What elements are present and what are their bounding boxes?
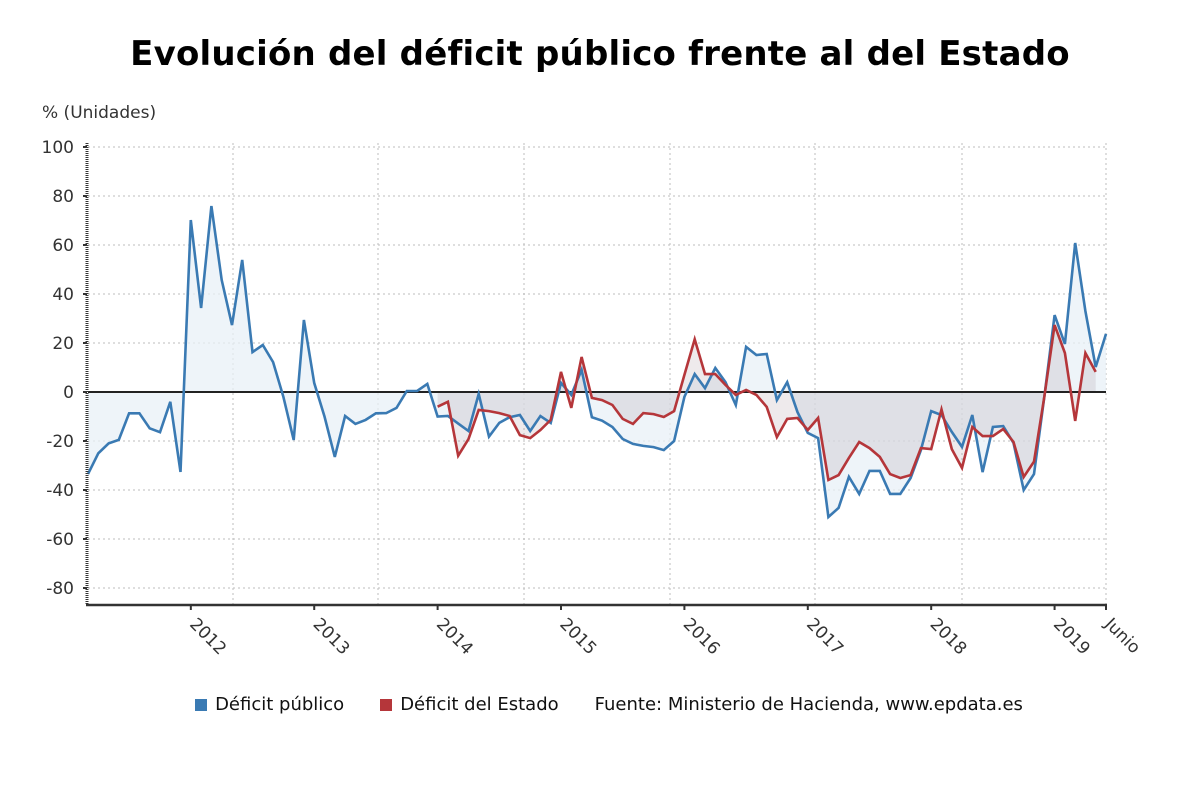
x-tick-label: 2012 bbox=[185, 614, 230, 659]
axes bbox=[85, 143, 1107, 607]
y-tick-label: -60 bbox=[46, 530, 74, 550]
x-tick-label: 2016 bbox=[679, 614, 724, 659]
y-tick-label: -40 bbox=[46, 481, 74, 501]
y-axis-unit-label: % (Unidades) bbox=[42, 103, 157, 123]
x-tick-label: 2013 bbox=[309, 614, 354, 659]
line-deficit-publico bbox=[86, 205, 1108, 520]
area-fill-deficit-publico bbox=[88, 206, 1106, 517]
y-tick-label: -20 bbox=[46, 432, 74, 452]
series-lines bbox=[86, 205, 1108, 520]
chart-title: Evolución del déficit público frente al … bbox=[130, 34, 1070, 74]
line-deficit-estado bbox=[437, 324, 1097, 482]
area-fills bbox=[88, 206, 1106, 517]
x-tick-label: 2018 bbox=[926, 614, 971, 659]
x-tick-label: 2019 bbox=[1049, 614, 1094, 659]
x-tick-label: 2015 bbox=[555, 614, 600, 659]
x-tick-label: Junio bbox=[1100, 614, 1144, 658]
y-tick-label: 80 bbox=[52, 187, 74, 207]
y-tick-label: 100 bbox=[42, 138, 74, 158]
x-tick-label: 2017 bbox=[802, 614, 847, 659]
legend-swatch-blue bbox=[195, 698, 208, 711]
area-fill-deficit-estado bbox=[437, 325, 1096, 480]
legend: Déficit público Déficit del Estado Fuent… bbox=[0, 694, 1200, 715]
x-tick-label: 2014 bbox=[432, 614, 477, 659]
legend-swatch-red bbox=[380, 698, 393, 711]
x-tick-labels: 2012 2013 2014 2015 2016 2017 2018 2019 Junio bbox=[185, 605, 1144, 659]
y-tick-label: 0 bbox=[63, 383, 74, 403]
legend-item-deficit-publico[interactable]: Déficit público bbox=[195, 694, 344, 715]
y-tick-label: -80 bbox=[46, 579, 74, 599]
source-note: Fuente: Ministerio de Hacienda, www.epda… bbox=[594, 694, 1023, 715]
y-tick-label: 20 bbox=[52, 334, 74, 354]
legend-label: Déficit del Estado bbox=[400, 694, 559, 715]
y-tick-label: 60 bbox=[52, 236, 74, 256]
y-tick-labels: 100 80 60 40 20 0 -20 -40 -60 -80 bbox=[42, 138, 87, 599]
legend-label: Déficit público bbox=[215, 694, 345, 715]
y-tick-label: 40 bbox=[52, 285, 74, 305]
legend-item-deficit-estado[interactable]: Déficit del Estado bbox=[380, 694, 559, 715]
